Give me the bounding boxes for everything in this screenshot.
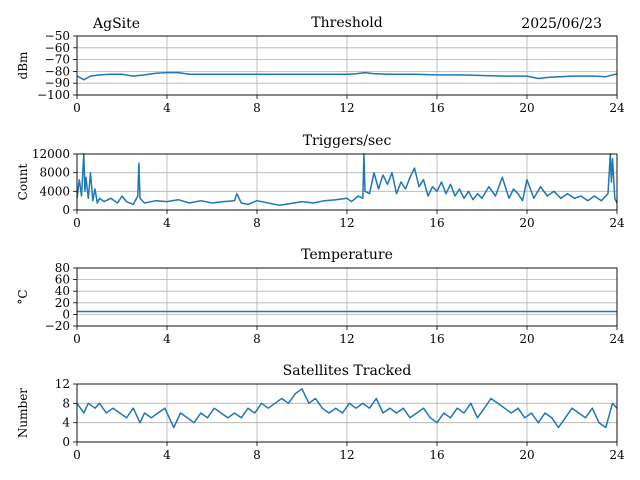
y-tick-label: 12 — [55, 377, 70, 391]
x-tick-label: 4 — [163, 448, 171, 462]
y-tick-label: 0 — [62, 203, 70, 217]
y-tick-label: 0 — [62, 435, 70, 449]
y-axis-label: Number — [16, 388, 30, 438]
y-tick-label: 8000 — [39, 166, 70, 180]
y-tick-label: 8 — [62, 396, 70, 410]
x-tick-label: 24 — [609, 448, 625, 462]
x-tick-label: 24 — [609, 332, 625, 346]
panel-4: 0 4 8 12 16 20 24 12 8 4 0 Satellites Tracked Number — [16, 363, 625, 462]
y-tick-label: 0 — [62, 307, 70, 321]
x-tick-label: 24 — [609, 101, 625, 115]
x-tick-label: 20 — [519, 101, 534, 115]
y-tick-label: −60 — [45, 41, 70, 55]
panel-1: 0 4 8 12 16 20 24 −50−60−70−80−90−100 Threshold d… — [16, 15, 625, 115]
x-tick-label: 8 — [253, 332, 261, 346]
y-tick-label: 20 — [55, 296, 70, 310]
panel-title: Temperature — [301, 247, 393, 263]
x-tick-label: 12 — [339, 448, 354, 462]
x-tick-label: 12 — [339, 216, 354, 230]
panel-title: Satellites Tracked — [283, 363, 412, 379]
y-tick-label: −100 — [37, 88, 70, 102]
x-tick-label: 4 — [163, 216, 171, 230]
y-tick-label: 4 — [62, 416, 70, 430]
x-tick-label: 8 — [253, 448, 261, 462]
x-tick-label: 16 — [429, 448, 444, 462]
x-tick-label: 16 — [429, 216, 444, 230]
x-tick-label: 20 — [519, 448, 534, 462]
x-tick-label: 8 — [253, 216, 261, 230]
x-tick-label: 20 — [519, 216, 534, 230]
x-tick-label: 24 — [609, 216, 625, 230]
x-tick-label: 20 — [519, 332, 534, 346]
series-line-1 — [76, 153, 618, 207]
y-tick-label: −20 — [45, 319, 70, 333]
series-line-1 — [76, 71, 618, 81]
y-tick-label: −50 — [45, 29, 70, 43]
series-line-1 — [76, 388, 618, 429]
panel-title: Triggers/sec — [303, 133, 392, 149]
y-tick-label: −70 — [45, 53, 70, 67]
chart-panels: 0 4 8 12 16 20 24 −50−60−70−80−90−100 Threshold d… — [16, 15, 625, 462]
x-tick-label: 16 — [429, 332, 444, 346]
x-tick-label: 4 — [163, 332, 171, 346]
panel-2: 0 4 8 12 16 20 24 12000 8000 4000 0 Triggers/sec Cou… — [16, 133, 625, 230]
x-tick-label: 16 — [429, 101, 444, 115]
x-tick-label: 12 — [339, 332, 354, 346]
x-tick-label: 4 — [163, 101, 171, 115]
y-tick-label: 12000 — [32, 147, 70, 161]
x-tick-label: 0 — [73, 332, 81, 346]
x-tick-label: 0 — [73, 101, 81, 115]
y-tick-label: 80 — [55, 261, 70, 275]
y-tick-label: 40 — [55, 284, 70, 298]
y-tick-label: −90 — [45, 76, 70, 90]
site-label: AgSite — [92, 16, 140, 32]
y-tick-label: 4000 — [39, 184, 70, 198]
panel-title: Threshold — [311, 15, 382, 31]
y-tick-label: 60 — [55, 273, 70, 287]
x-tick-label: 0 — [73, 216, 81, 230]
x-tick-label: 12 — [339, 101, 354, 115]
date-label: 2025/06/23 — [521, 16, 602, 32]
y-axis-label: °C — [16, 289, 30, 304]
y-axis-label: dBm — [16, 51, 30, 80]
y-tick-label: −80 — [45, 64, 70, 78]
x-tick-label: 0 — [73, 448, 81, 462]
y-axis-label: Count — [16, 163, 30, 200]
x-tick-label: 8 — [253, 101, 261, 115]
